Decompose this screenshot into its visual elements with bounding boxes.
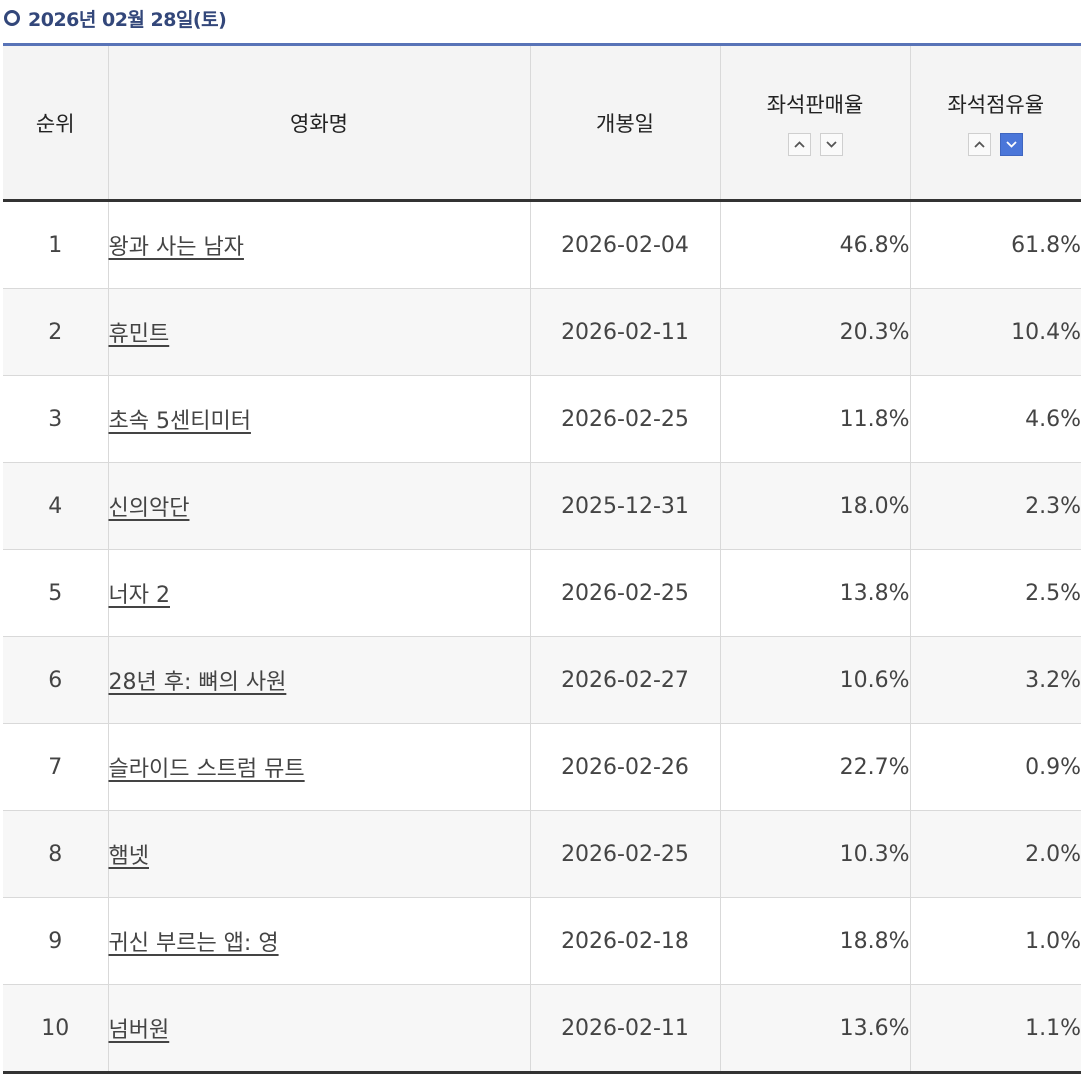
occupancy-rate-label: 좌석점유율 bbox=[947, 93, 1045, 117]
table-row: 9 귀신 부르는 앱: 영 2026-02-18 18.8% 1.0% bbox=[3, 897, 1081, 985]
table-row: 4 신의악단 2025-12-31 18.0% 2.3% bbox=[3, 462, 1081, 550]
sales-rate-cell: 13.8% bbox=[719, 549, 910, 637]
table-row: 3 초속 5센티미터 2026-02-25 11.8% 4.6% bbox=[3, 375, 1081, 463]
sales-rate-cell: 10.6% bbox=[719, 636, 910, 724]
movie-title-link[interactable]: 28년 후: 뼈의 사원 bbox=[108, 670, 287, 695]
date-header: 2026년 02월 28일(토) bbox=[4, 3, 227, 33]
release-date-cell: 2026-02-04 bbox=[529, 200, 720, 289]
release-date-cell: 2026-02-25 bbox=[529, 549, 720, 637]
occupancy-rate-cell: 61.8% bbox=[909, 200, 1081, 289]
column-header-release: 개봉일 bbox=[529, 44, 720, 202]
table-row: 2 휴민트 2026-02-11 20.3% 10.4% bbox=[3, 288, 1081, 376]
table-row: 8 햄넷 2026-02-25 10.3% 2.0% bbox=[3, 810, 1081, 898]
chevron-down-icon bbox=[825, 141, 837, 148]
sales-rate-cell: 13.6% bbox=[719, 984, 910, 1073]
movie-title-link[interactable]: 슬라이드 스트럼 뮤트 bbox=[108, 757, 305, 782]
release-date-cell: 2026-02-18 bbox=[529, 897, 720, 985]
column-header-rank: 순위 bbox=[3, 44, 108, 202]
occupancy-rate-cell: 3.2% bbox=[909, 636, 1081, 724]
title-cell: 28년 후: 뼈의 사원 bbox=[107, 636, 530, 724]
release-date-cell: 2025-12-31 bbox=[529, 462, 720, 550]
column-header-sales-rate: 좌석판매율 bbox=[719, 44, 910, 202]
title-cell: 왕과 사는 남자 bbox=[107, 200, 530, 289]
title-cell: 신의악단 bbox=[107, 462, 530, 550]
rank-cell: 10 bbox=[3, 984, 108, 1073]
sales-rate-cell: 18.0% bbox=[719, 462, 910, 550]
sales-rate-sort-asc-button[interactable] bbox=[787, 133, 811, 156]
occupancy-rate-sort-desc-button[interactable] bbox=[1000, 133, 1024, 156]
release-date-cell: 2026-02-27 bbox=[529, 636, 720, 724]
rank-cell: 4 bbox=[3, 462, 108, 550]
rank-cell: 3 bbox=[3, 375, 108, 463]
occupancy-rate-cell: 2.5% bbox=[909, 549, 1081, 637]
occupancy-rate-cell: 2.0% bbox=[909, 810, 1081, 898]
sales-rate-label: 좌석판매율 bbox=[766, 93, 864, 117]
movie-title-link[interactable]: 귀신 부르는 앱: 영 bbox=[108, 931, 279, 956]
sales-rate-cell: 10.3% bbox=[719, 810, 910, 898]
occupancy-rate-sort-controls bbox=[911, 133, 1082, 156]
sales-rate-sort-desc-button[interactable] bbox=[819, 133, 843, 156]
release-date-cell: 2026-02-11 bbox=[529, 984, 720, 1073]
movie-title-link[interactable]: 넘버원 bbox=[108, 1018, 170, 1043]
rank-cell: 7 bbox=[3, 723, 108, 811]
movie-title-link[interactable]: 휴민트 bbox=[108, 322, 170, 347]
release-date-cell: 2026-02-25 bbox=[529, 375, 720, 463]
table-row: 10 넘버원 2026-02-11 13.6% 1.1% bbox=[3, 984, 1081, 1073]
occupancy-rate-cell: 2.3% bbox=[909, 462, 1081, 550]
title-cell: 귀신 부르는 앱: 영 bbox=[107, 897, 530, 985]
column-header-occupancy-rate: 좌석점유율 bbox=[909, 44, 1082, 202]
release-date-cell: 2026-02-11 bbox=[529, 288, 720, 376]
rank-cell: 6 bbox=[3, 636, 108, 724]
movie-title-link[interactable]: 초속 5센티미터 bbox=[108, 409, 251, 434]
title-cell: 넘버원 bbox=[107, 984, 530, 1073]
table-row: 1 왕과 사는 남자 2026-02-04 46.8% 61.8% bbox=[3, 200, 1081, 289]
release-date-cell: 2026-02-25 bbox=[529, 810, 720, 898]
date-title: 2026년 02월 28일(토) bbox=[28, 8, 227, 31]
occupancy-rate-cell: 1.1% bbox=[909, 984, 1081, 1073]
rank-cell: 1 bbox=[3, 200, 108, 289]
sales-rate-sort-controls bbox=[721, 133, 910, 156]
movie-title-link[interactable]: 신의악단 bbox=[108, 496, 190, 521]
rank-cell: 5 bbox=[3, 549, 108, 637]
title-cell: 너자 2 bbox=[107, 549, 530, 637]
rank-cell: 8 bbox=[3, 810, 108, 898]
chevron-down-icon bbox=[1006, 141, 1017, 148]
occupancy-rate-sort-asc-button[interactable] bbox=[968, 133, 992, 156]
circle-bullet-icon bbox=[4, 10, 20, 26]
rank-cell: 9 bbox=[3, 897, 108, 985]
title-cell: 햄넷 bbox=[107, 810, 530, 898]
sales-rate-cell: 22.7% bbox=[719, 723, 910, 811]
chevron-up-icon bbox=[974, 141, 985, 148]
occupancy-rate-cell: 0.9% bbox=[909, 723, 1081, 811]
movie-title-link[interactable]: 햄넷 bbox=[108, 844, 149, 869]
movie-title-link[interactable]: 왕과 사는 남자 bbox=[108, 235, 244, 260]
table-row: 6 28년 후: 뼈의 사원 2026-02-27 10.6% 3.2% bbox=[3, 636, 1081, 724]
table-row: 7 슬라이드 스트럼 뮤트 2026-02-26 22.7% 0.9% bbox=[3, 723, 1081, 811]
seat-rate-ranking-table: 순위 영화명 개봉일 좌석판매율 좌석점유율 bbox=[3, 43, 1081, 1074]
title-cell: 휴민트 bbox=[107, 288, 530, 376]
table-row: 5 너자 2 2026-02-25 13.8% 2.5% bbox=[3, 549, 1081, 637]
sales-rate-cell: 20.3% bbox=[719, 288, 910, 376]
movie-title-link[interactable]: 너자 2 bbox=[108, 583, 170, 608]
chevron-up-icon bbox=[793, 141, 805, 148]
occupancy-rate-cell: 10.4% bbox=[909, 288, 1081, 376]
release-date-cell: 2026-02-26 bbox=[529, 723, 720, 811]
title-cell: 초속 5센티미터 bbox=[107, 375, 530, 463]
occupancy-rate-cell: 4.6% bbox=[909, 375, 1081, 463]
column-header-title: 영화명 bbox=[107, 44, 530, 202]
occupancy-rate-cell: 1.0% bbox=[909, 897, 1081, 985]
rank-cell: 2 bbox=[3, 288, 108, 376]
title-cell: 슬라이드 스트럼 뮤트 bbox=[107, 723, 530, 811]
sales-rate-cell: 11.8% bbox=[719, 375, 910, 463]
sales-rate-cell: 18.8% bbox=[719, 897, 910, 985]
table-header-row: 순위 영화명 개봉일 좌석판매율 좌석점유율 bbox=[3, 44, 1082, 202]
sales-rate-cell: 46.8% bbox=[719, 200, 910, 289]
